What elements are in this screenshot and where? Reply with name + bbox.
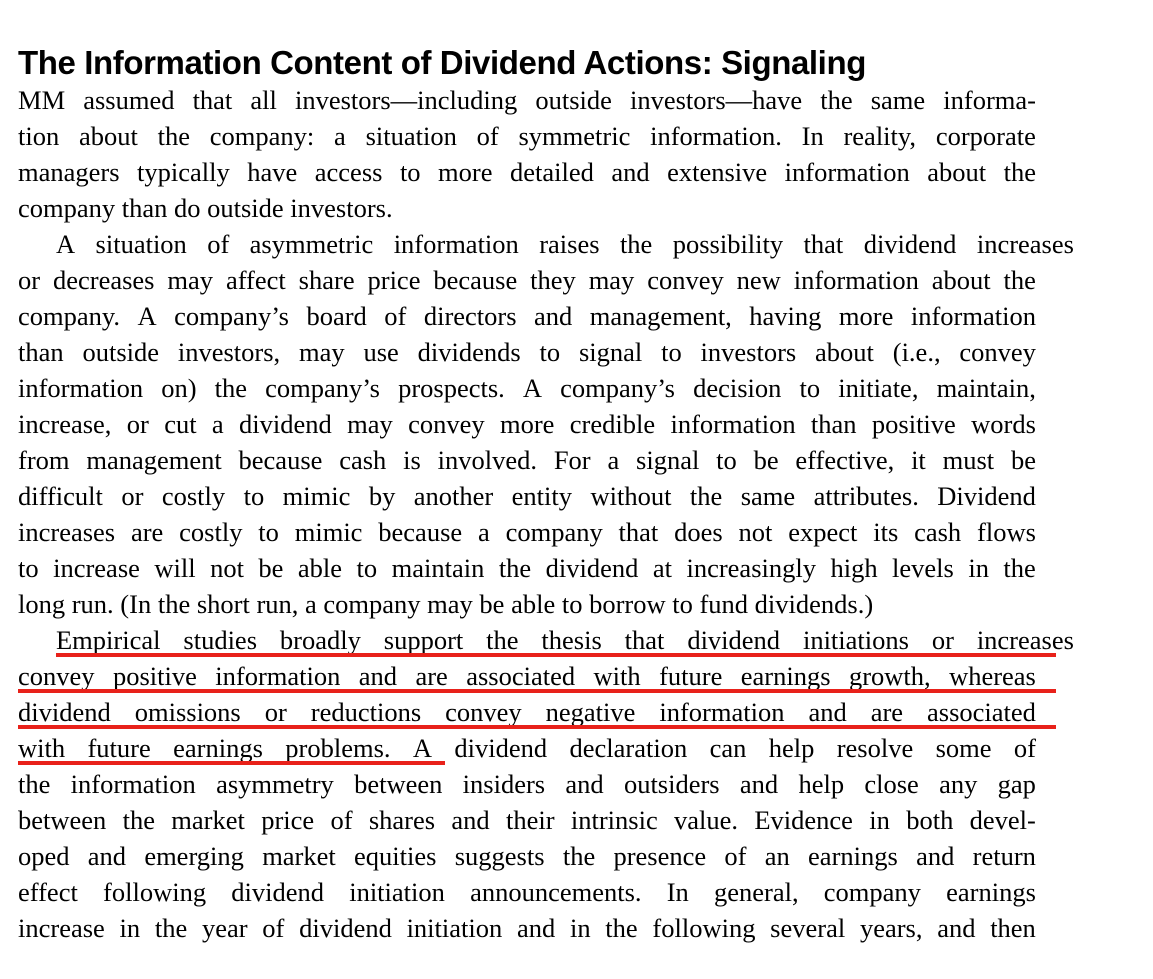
text-line: oped and emerging market equities suggests the… bbox=[18, 841, 1036, 871]
text-line: tion about the company: a situation of symmetri… bbox=[18, 121, 1036, 151]
text-line: company than do outside investors. bbox=[18, 193, 393, 223]
text-line: Empirical studies broadly support the thesis t… bbox=[56, 625, 1074, 657]
text-line: or decreases may affect share price because the… bbox=[18, 265, 1036, 295]
text-line: the information asymmetry between insiders an… bbox=[18, 769, 1036, 799]
red-underline bbox=[18, 761, 445, 765]
text-line: convey positive information and are associate… bbox=[18, 658, 1056, 694]
paragraph: MM assumed that all investors—including outsi… bbox=[18, 82, 1036, 226]
text-line: from management because cash is involved. For a… bbox=[18, 445, 1036, 475]
text-line: increases are costly to mimic because a company… bbox=[18, 517, 1036, 547]
document-body: MM assumed that all investors—including outsi… bbox=[18, 82, 1074, 946]
text-line: difficult or costly to mimic by another entity w… bbox=[18, 481, 1036, 511]
text-line: increase in the year of dividend initiation and… bbox=[18, 913, 1036, 943]
paragraph: Empirical studies broadly support the thesis t… bbox=[18, 622, 1074, 946]
red-underline bbox=[18, 689, 1056, 693]
text-line: to increase will not be able to maintain the divi… bbox=[18, 553, 1036, 583]
text-line: long run. (In the short run, a company m… bbox=[18, 589, 874, 619]
text-line: effect following dividend initiation announc… bbox=[18, 877, 1036, 907]
text-line: managers typically have access to more detaile… bbox=[18, 157, 1036, 187]
text-line: dividend omissions or reductions convey negat… bbox=[18, 694, 1056, 730]
text-line: MM assumed that all investors—including outsi… bbox=[18, 85, 1036, 115]
red-underline bbox=[56, 653, 1056, 657]
page-title: The Information Content of Dividend Acti… bbox=[18, 44, 866, 82]
text-line: than outside investors, may use dividends to si… bbox=[18, 337, 1036, 367]
red-underline bbox=[18, 725, 1056, 729]
text-line: between the market price of shares and their int… bbox=[18, 805, 1036, 835]
text-line: increase, or cut a dividend may convey more cred… bbox=[18, 409, 1036, 439]
